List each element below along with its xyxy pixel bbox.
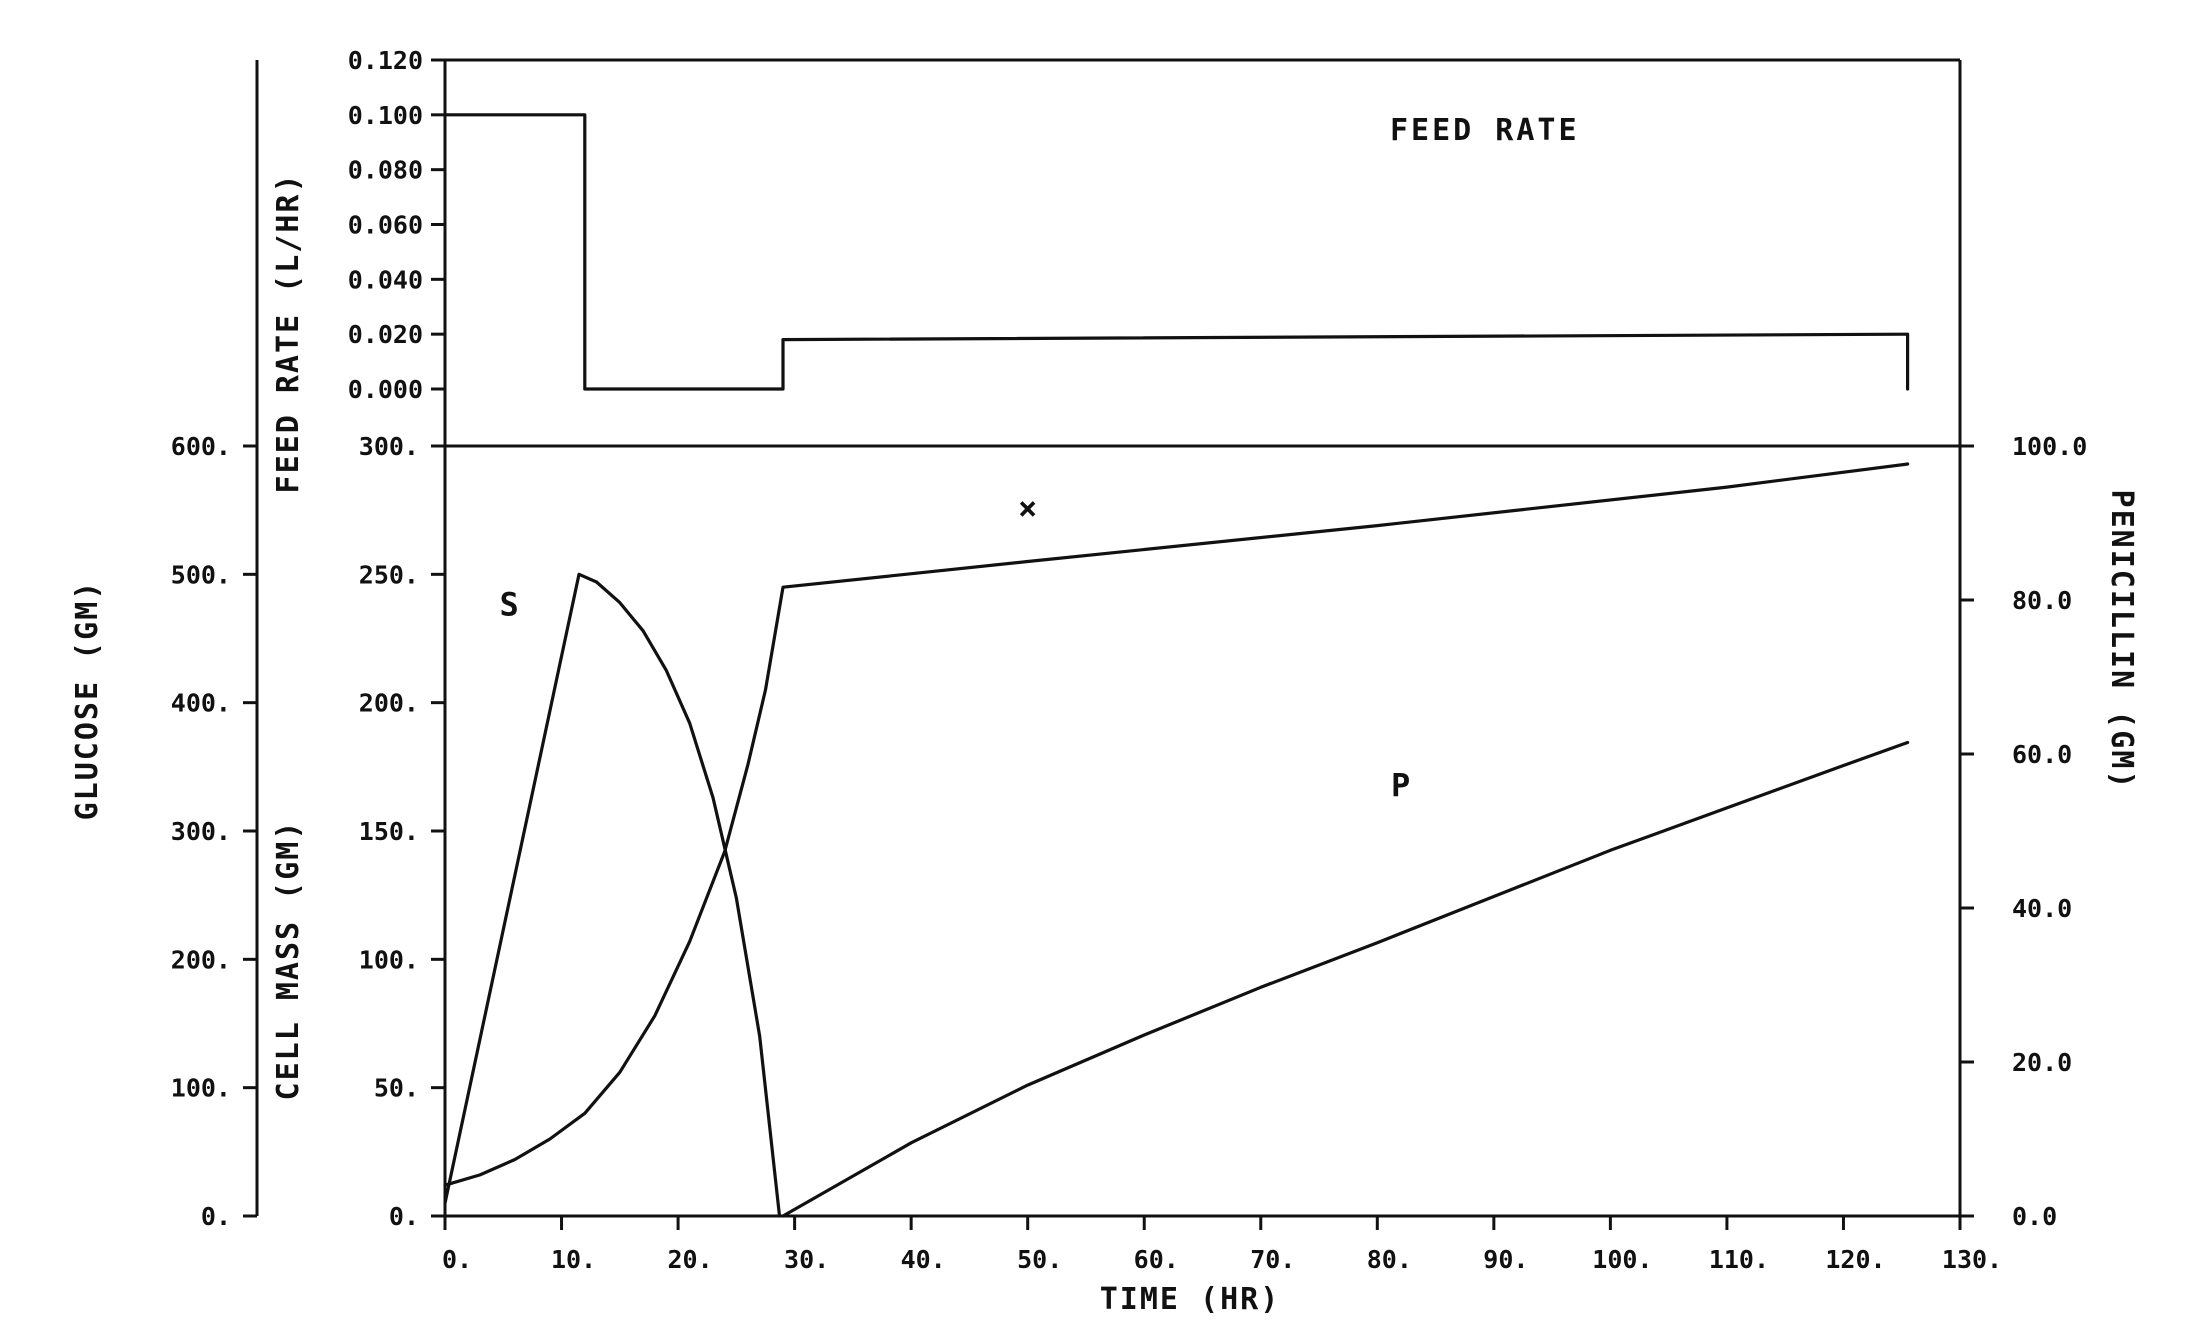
- feed-tick-label: 0.000: [348, 375, 423, 404]
- x-tick-label: 20.: [667, 1245, 712, 1274]
- penicillin-tick-label: 60.0: [2012, 740, 2072, 769]
- penicillin-tick-label: 0.0: [2012, 1202, 2057, 1231]
- feed-rate-panel: 0.000 0.020 0.040 0.060 0.080 0.100 0.120 FEED…: [271, 46, 1962, 494]
- glucose-tick-label: 500.: [171, 560, 231, 589]
- glucose-tick-label: 100.: [171, 1074, 231, 1103]
- time-x-ticks: 0. 10. 20. 30. 40. 50. 60. 70. 80. 90. 100. 110. 120…: [442, 1216, 2002, 1274]
- cell-mass-y-ticks: 0. 50. 100. 150. 200. 250. 300.: [359, 432, 445, 1231]
- glucose-tick-label: 200.: [171, 945, 231, 974]
- series-x-label: ×: [1018, 489, 1037, 527]
- series-s-label: S: [499, 585, 518, 623]
- feed-tick-label: 0.020: [348, 320, 423, 349]
- x-axis-label: TIME (HR): [1100, 1282, 1281, 1317]
- series-x-line: [443, 462, 1910, 1187]
- x-tick-label: 50.: [1017, 1245, 1062, 1274]
- feed-tick-label: 0.120: [348, 46, 423, 75]
- penicillin-tick-label: 40.0: [2012, 894, 2072, 923]
- x-tick-label: 110.: [1709, 1245, 1769, 1274]
- cell-mass-tick-label: 200.: [359, 689, 419, 718]
- x-tick-label: 0.: [442, 1245, 472, 1274]
- glucose-tick-label: 600.: [171, 432, 231, 461]
- x-tick-label: 70.: [1250, 1245, 1295, 1274]
- x-tick-label: 60.: [1134, 1245, 1179, 1274]
- series-p-line: [781, 740, 1910, 1218]
- penicillin-tick-label: 80.0: [2012, 586, 2072, 615]
- glucose-axis-label: GLUCOSE (GM): [70, 580, 105, 821]
- penicillin-axis-label: PENICILLIN (GM): [2104, 490, 2139, 791]
- feed-y-ticks: 0.000 0.020 0.040 0.060 0.080 0.100 0.120: [348, 46, 445, 404]
- x-tick-label: 100.: [1592, 1245, 1652, 1274]
- x-tick-label: 40.: [901, 1245, 946, 1274]
- x-tick-label: 90.: [1483, 1245, 1528, 1274]
- glucose-tick-label: 400.: [171, 689, 231, 718]
- x-tick-label: 80.: [1367, 1245, 1412, 1274]
- feed-y-axis-label: FEED RATE (L/HR): [271, 173, 306, 494]
- glucose-tick-label: 300.: [171, 817, 231, 846]
- cell-mass-tick-label: 150.: [359, 817, 419, 846]
- penicillin-tick-label: 100.0: [2012, 432, 2087, 461]
- cell-mass-tick-label: 100.: [359, 945, 419, 974]
- cell-mass-tick-label: 0.: [389, 1202, 419, 1231]
- penicillin-y-ticks: 0.0 20.0 40.0 60.0 80.0 100.0: [1960, 432, 2087, 1231]
- glucose-y-ticks: 0. 100. 200. 300. 400. 500. 600.: [171, 432, 257, 1231]
- fermentation-panel: 0. 100. 200. 300. 400. 500. 600. 0. 50. 100. 150.…: [70, 60, 2139, 1317]
- x-tick-label: 120.: [1825, 1245, 1885, 1274]
- series-s-line: [443, 572, 782, 1218]
- glucose-tick-label: 0.: [201, 1202, 231, 1231]
- series-p-label: P: [1391, 766, 1410, 804]
- cell-mass-tick-label: 250.: [359, 560, 419, 589]
- x-tick-label: 30.: [784, 1245, 829, 1274]
- x-tick-label: 130.: [1942, 1245, 2002, 1274]
- penicillin-tick-label: 20.0: [2012, 1048, 2072, 1077]
- feed-panel-title: FEED RATE: [1390, 113, 1580, 148]
- feed-tick-label: 0.040: [348, 265, 423, 294]
- feed-tick-label: 0.080: [348, 156, 423, 185]
- series-group: S × P: [443, 462, 1910, 1218]
- cell-mass-tick-label: 300.: [359, 432, 419, 461]
- x-tick-label: 10.: [551, 1245, 596, 1274]
- feed-rate-line: [443, 113, 1910, 391]
- cell-mass-axis-label: CELL MASS (GM): [271, 820, 306, 1101]
- cell-mass-tick-label: 50.: [374, 1074, 419, 1103]
- feed-tick-label: 0.060: [348, 211, 423, 240]
- feed-tick-label: 0.100: [348, 101, 423, 130]
